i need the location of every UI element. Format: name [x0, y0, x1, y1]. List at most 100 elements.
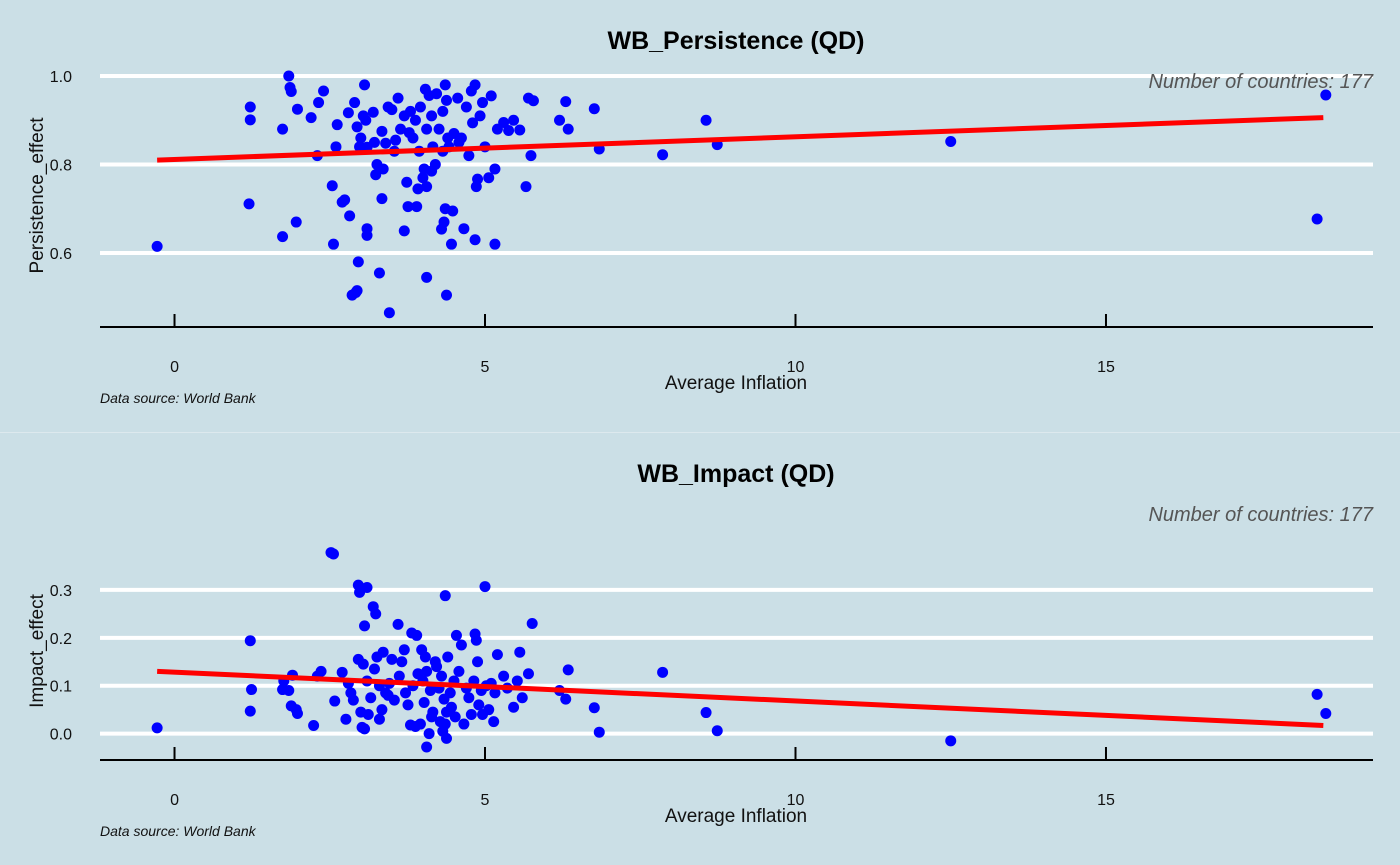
data-point	[516, 692, 528, 704]
data-point	[421, 665, 433, 677]
data-point	[393, 670, 405, 682]
country-count-annotation: Number of countries: 177	[1148, 71, 1373, 93]
data-point	[485, 90, 497, 102]
data-point	[357, 658, 369, 670]
data-point	[359, 620, 371, 632]
data-point	[329, 695, 341, 707]
x-axis-label: Average Inflation	[665, 373, 807, 394]
data-point	[439, 590, 451, 602]
data-point	[498, 116, 510, 128]
data-point	[470, 634, 482, 646]
persistence-panel: 0.6 0.8 1.0 0 5 10 15 WB_Persistence (QD) Number…	[0, 0, 1400, 432]
data-point	[361, 582, 373, 594]
data-point	[351, 121, 363, 133]
data-point	[525, 150, 537, 162]
x-tick-label: 0	[170, 792, 179, 809]
data-source-caption: Data source: World Bank	[100, 823, 257, 839]
data-point	[433, 123, 445, 135]
data-point	[467, 117, 479, 129]
y-tick-label: 1.0	[50, 69, 72, 86]
data-point	[945, 735, 957, 747]
data-point	[458, 223, 470, 235]
data-point	[377, 646, 389, 658]
impact-chart: 0.0 0.1 0.2 0.3 0 5 10 15 WB_Impact (QD) Number o…	[27, 460, 1374, 839]
data-point	[326, 180, 338, 192]
data-point	[503, 124, 515, 136]
data-point	[349, 97, 361, 109]
data-point	[327, 548, 339, 560]
data-point	[421, 271, 433, 283]
data-point	[395, 123, 407, 135]
data-point	[429, 159, 441, 171]
data-point	[455, 639, 467, 651]
data-point	[392, 92, 404, 104]
data-point	[373, 713, 385, 725]
data-point	[336, 666, 348, 678]
data-point	[483, 704, 495, 716]
x-tick-label: 10	[787, 792, 805, 809]
persistence-chart: 0.6 0.8 1.0 0 5 10 15 WB_Persistence (QD) Number…	[27, 27, 1374, 406]
data-point	[520, 181, 532, 193]
data-point	[498, 670, 510, 682]
data-point	[700, 114, 712, 126]
x-tick-label: 15	[1097, 359, 1115, 376]
y-tick-label: 0.1	[50, 679, 72, 696]
data-point	[380, 137, 392, 149]
data-point	[370, 608, 382, 620]
data-point	[711, 725, 723, 737]
data-point	[436, 670, 448, 682]
data-point	[409, 114, 421, 126]
data-point	[340, 713, 352, 725]
data-point	[945, 136, 957, 148]
data-point	[441, 289, 453, 301]
data-point	[283, 70, 295, 82]
data-point	[402, 699, 414, 711]
data-point	[412, 183, 424, 195]
data-point	[426, 110, 438, 122]
data-point	[588, 103, 600, 115]
data-point	[438, 216, 450, 228]
data-point	[593, 726, 605, 738]
data-point	[508, 701, 520, 713]
data-point	[421, 741, 433, 753]
data-point	[447, 205, 459, 217]
data-point	[562, 123, 574, 135]
data-point	[285, 85, 297, 97]
data-point	[386, 104, 398, 116]
data-point	[315, 665, 327, 677]
data-point	[473, 699, 485, 711]
data-point	[441, 732, 453, 744]
y-tick-label: 0.6	[50, 246, 72, 263]
data-point	[588, 702, 600, 714]
data-point	[244, 635, 256, 647]
data-point	[411, 201, 423, 213]
data-point	[427, 706, 439, 718]
data-point	[244, 705, 256, 717]
x-axis-label: Average Inflation	[665, 806, 807, 827]
data-point	[419, 651, 431, 663]
data-point	[455, 132, 467, 144]
y-axis-label: Impact_effect	[27, 593, 48, 707]
data-point	[479, 581, 491, 593]
data-point	[458, 718, 470, 730]
data-point	[370, 169, 382, 181]
data-point	[463, 692, 475, 704]
data-point	[373, 267, 385, 279]
data-point	[453, 665, 465, 677]
data-point	[327, 238, 339, 250]
x-tick-label: 0	[170, 359, 179, 376]
impact-panel: 0.0 0.1 0.2 0.3 0 5 10 15 WB_Impact (QD) Number o…	[0, 433, 1400, 865]
data-point	[562, 664, 574, 676]
data-point	[469, 234, 481, 246]
data-point	[522, 668, 534, 680]
data-point	[511, 675, 523, 687]
data-point	[401, 176, 413, 188]
x-tick-label: 10	[787, 359, 805, 376]
data-point	[291, 103, 303, 115]
data-point	[489, 163, 501, 175]
chart-title: WB_Impact (QD)	[637, 460, 834, 488]
data-point	[411, 629, 423, 641]
data-point	[331, 119, 343, 131]
data-point	[488, 716, 500, 728]
data-point	[376, 125, 388, 137]
